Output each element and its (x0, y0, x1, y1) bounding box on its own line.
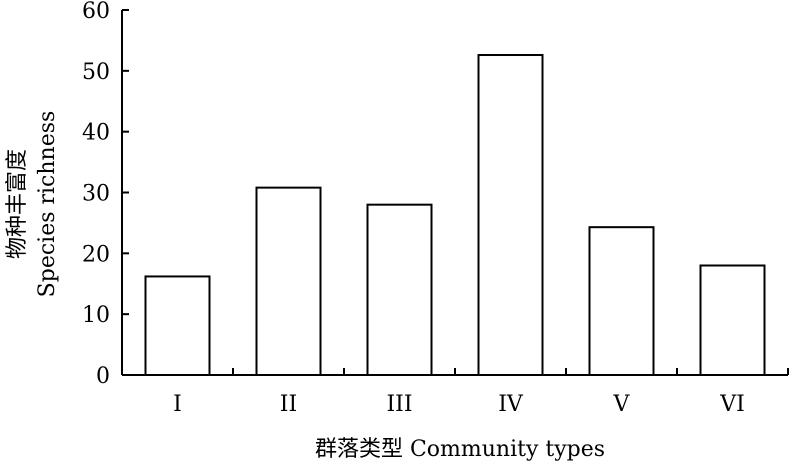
y-axis-title-chinese: 物种丰富度 (5, 149, 30, 259)
y-tick-label: 0 (96, 364, 110, 389)
bar-II (255, 186, 322, 376)
bar-I (144, 275, 211, 377)
x-category-label: I (173, 392, 182, 417)
x-category-label: IV (498, 392, 524, 417)
bar-VI (699, 264, 766, 376)
bar-III (366, 203, 433, 376)
bar-IV (477, 54, 544, 377)
y-tick-label: 60 (82, 0, 110, 24)
x-category-label: III (386, 392, 412, 417)
y-tick-label: 10 (82, 303, 110, 328)
bars (144, 54, 766, 377)
bar-V (588, 226, 655, 376)
x-axis: I II III IV V VI (122, 368, 789, 417)
y-tick-label: 50 (82, 60, 110, 85)
y-axis-title-english: Species richness (35, 111, 60, 298)
x-category-label: II (280, 392, 297, 417)
x-axis-title: 群落类型 Community types (315, 437, 605, 462)
x-category-label: VI (719, 392, 745, 417)
y-axis: 0 10 20 30 40 50 60 (82, 0, 129, 389)
y-tick-label: 40 (82, 121, 110, 146)
x-category-label: V (613, 392, 631, 417)
y-tick-label: 30 (82, 182, 110, 207)
y-tick-label: 20 (82, 242, 110, 267)
